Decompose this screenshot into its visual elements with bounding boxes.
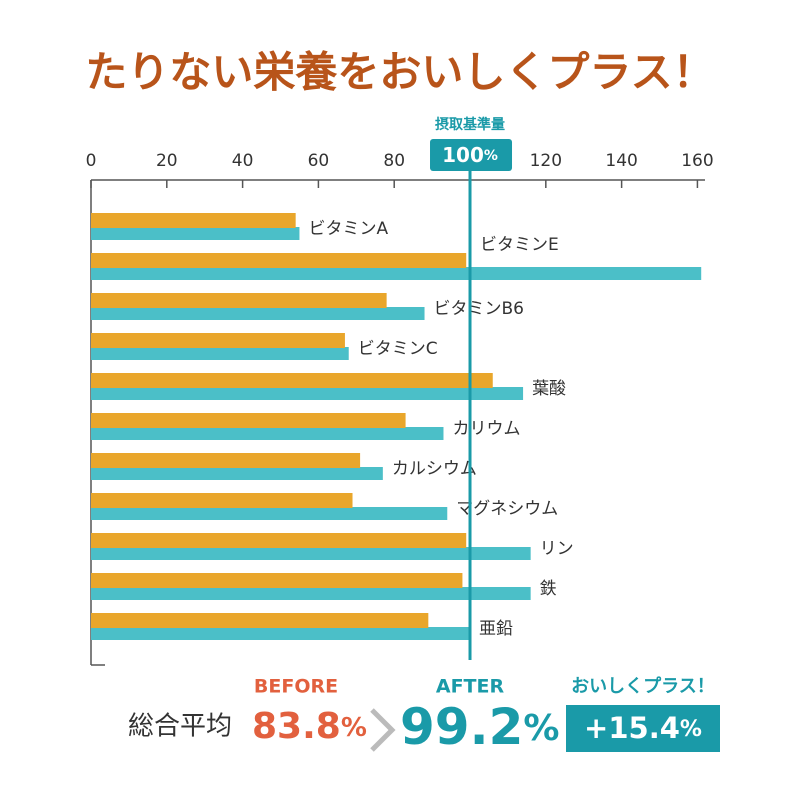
bar (91, 213, 296, 228)
category-label: リン (540, 539, 574, 559)
category-label: ビタミンB6 (434, 299, 524, 319)
x-tick-label: 140 (605, 151, 637, 171)
category-label: ビタミンE (480, 235, 559, 255)
chart-title: たりない栄養をおいしくプラス！ (85, 48, 714, 97)
before-header: BEFORE (254, 676, 338, 698)
gain-value-unit: % (680, 717, 702, 742)
category-label: カルシウム (392, 459, 477, 479)
reference-label-number: 100 (442, 143, 484, 167)
bar (91, 347, 349, 360)
gain-value: +15.4% (584, 711, 702, 745)
after-value: 99.2% (400, 698, 559, 756)
bar (91, 413, 406, 428)
reference-label: 100% (442, 143, 498, 167)
bar (91, 573, 463, 588)
bar (91, 613, 429, 628)
bar (91, 253, 467, 268)
category-label: 鉄 (540, 579, 557, 599)
bar (91, 493, 353, 508)
x-tick-label: 20 (156, 151, 178, 171)
bar (91, 427, 444, 440)
category-label: 葉酸 (532, 379, 566, 399)
before-value: 83.8% (252, 706, 367, 747)
before-value-number: 83.8 (252, 706, 341, 747)
x-tick-label: 80 (383, 151, 405, 171)
reference-box (430, 139, 513, 171)
after-header: AFTER (436, 676, 505, 698)
bar (91, 307, 425, 320)
bar (91, 373, 493, 388)
bar (91, 387, 524, 400)
bar (91, 533, 467, 548)
gain-box (566, 705, 720, 752)
x-tick-label: 0 (86, 151, 97, 171)
x-tick-label: 160 (681, 151, 713, 171)
before-value-unit: % (341, 713, 367, 743)
x-tick-label: 120 (530, 151, 562, 171)
category-label: ビタミンC (358, 339, 438, 359)
bar (91, 227, 300, 240)
gain-name: おいしくプラス！ (571, 675, 715, 697)
x-tick-label: 40 (232, 151, 254, 171)
bar (91, 467, 383, 480)
bar (91, 507, 448, 520)
bar (91, 547, 531, 560)
chevron (370, 708, 396, 752)
bar (91, 587, 531, 600)
category-label: ビタミンA (308, 219, 388, 239)
category-label: マグネシウム (456, 499, 558, 519)
reference-label-unit: % (484, 148, 498, 164)
bar (91, 293, 387, 308)
summary-label: 総合平均 (128, 712, 232, 742)
bar (91, 627, 471, 640)
bar (91, 333, 345, 348)
gain-value-number: +15.4 (584, 711, 680, 745)
x-tick-label: 60 (308, 151, 330, 171)
category-label: 亜鉛 (479, 619, 513, 639)
after-value-unit: % (523, 708, 559, 749)
bar (91, 267, 702, 280)
after-value-number: 99.2 (400, 698, 523, 756)
bar (91, 453, 361, 468)
reference-name: 摂取基準量 (435, 116, 505, 133)
category-label: カリウム (452, 419, 520, 439)
